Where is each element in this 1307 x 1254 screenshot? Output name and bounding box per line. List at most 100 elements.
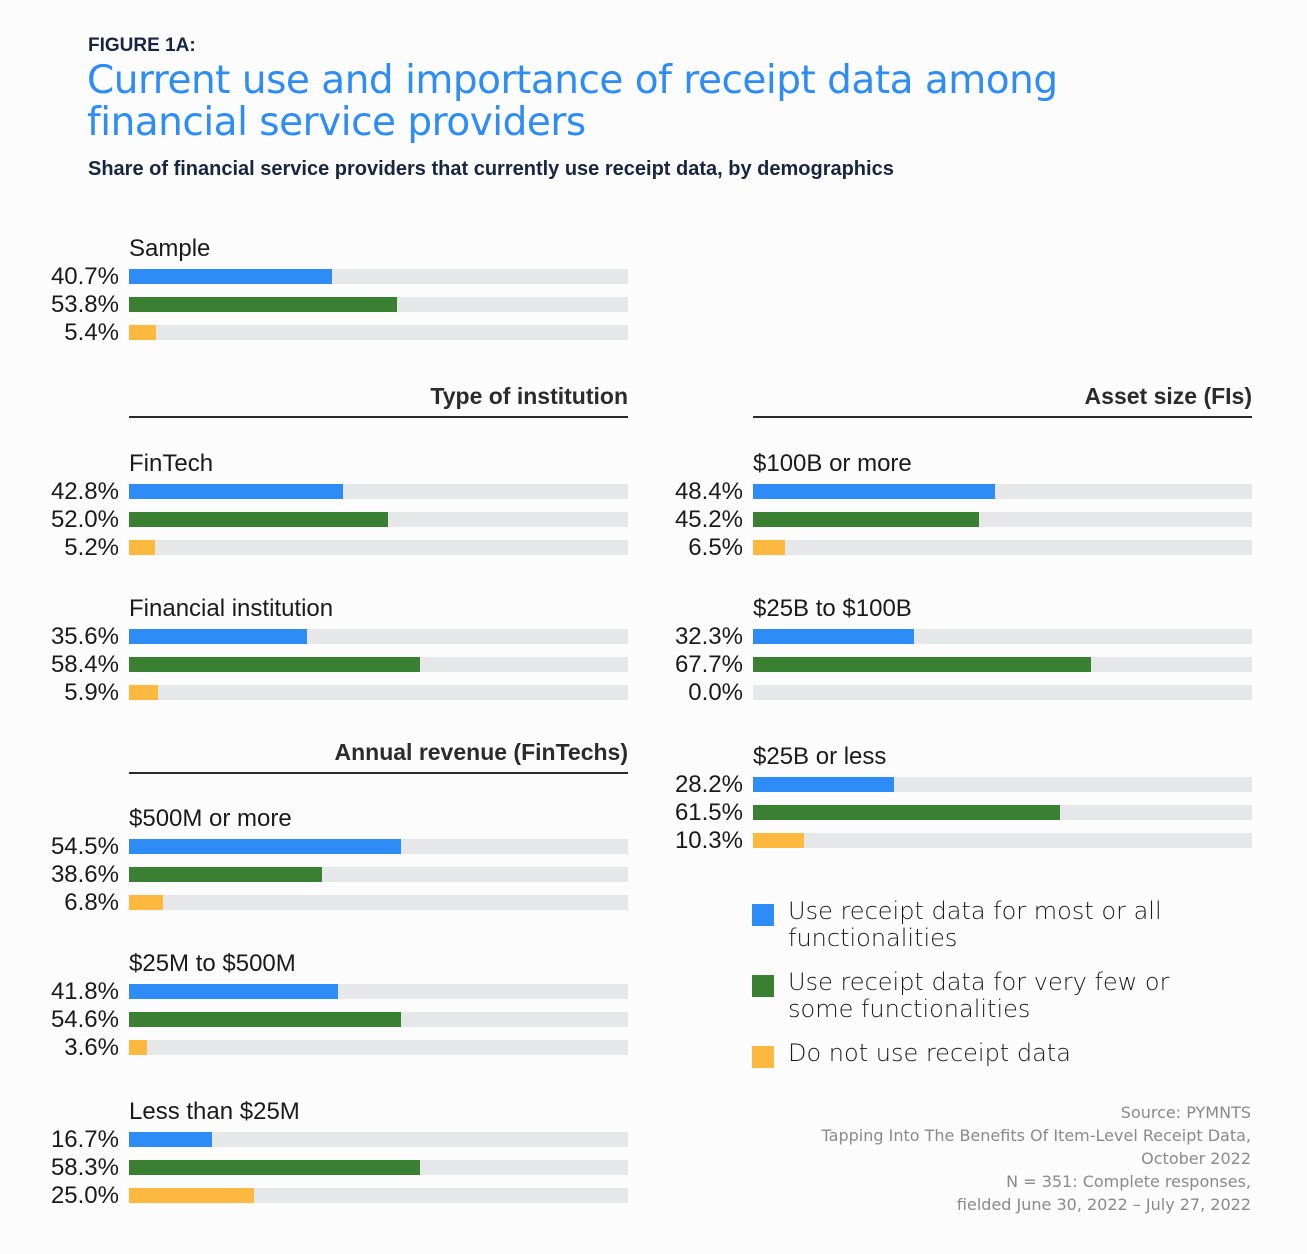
title-line-2: financial service providers [87, 102, 1058, 144]
bar-row: 25.0% [39, 1186, 659, 1206]
bar-row: 58.3% [39, 1158, 659, 1178]
data-label: 5.9% [39, 679, 119, 707]
bar-group: Financial institution 35.6% 58.4% 5.9% [39, 595, 659, 705]
bar-group: $100B or more 48.4% 45.2% 6.5% [663, 450, 1283, 560]
bar [129, 1012, 401, 1027]
figure-label: FIGURE 1A: [88, 35, 196, 57]
bar [753, 805, 1060, 820]
legend-swatch-yellow [752, 1046, 774, 1068]
source-line: Tapping Into The Benefits Of Item-Level … [822, 1124, 1251, 1147]
bar-row: 32.3% [663, 627, 1283, 647]
bar [129, 984, 338, 999]
bar-row: 52.0% [39, 510, 659, 530]
group-label: $500M or more [129, 805, 292, 833]
group-label: $25M to $500M [129, 950, 296, 978]
bar-row: 3.6% [39, 1038, 659, 1058]
bar [129, 895, 163, 910]
bar-track [129, 297, 628, 312]
legend-text: Do not use receipt data [788, 1040, 1232, 1067]
group-label: Sample [129, 235, 210, 263]
legend-text: functionalities [788, 925, 1232, 952]
source-line: fielded June 30, 2022 – July 27, 2022 [822, 1193, 1251, 1216]
data-label: 0.0% [663, 679, 743, 707]
data-label: 5.2% [39, 534, 119, 562]
bar-track [129, 839, 628, 854]
data-label: 41.8% [39, 978, 119, 1006]
bar-track [753, 484, 1252, 499]
bar-track [129, 540, 628, 555]
section-heading: Asset size (FIs) [1085, 383, 1252, 410]
bar-group: $25B or less 28.2% 61.5% 10.3% [663, 743, 1283, 853]
data-label: 32.3% [663, 623, 743, 651]
data-label: 54.6% [39, 1006, 119, 1034]
bar-group: Less than $25M 16.7% 58.3% 25.0% [39, 1098, 659, 1208]
bar [753, 629, 914, 644]
bar-track [129, 1132, 628, 1147]
section-heading: Type of institution [430, 383, 628, 410]
bar-track [753, 805, 1252, 820]
bar-track [129, 657, 628, 672]
bar [129, 629, 307, 644]
bar-row: 45.2% [663, 510, 1283, 530]
bar-row: 42.8% [39, 482, 659, 502]
bar-row: 10.3% [663, 831, 1283, 851]
bar-row: 54.6% [39, 1010, 659, 1030]
bar-track [129, 895, 628, 910]
data-label: 61.5% [663, 799, 743, 827]
group-label: FinTech [129, 450, 213, 478]
data-label: 28.2% [663, 771, 743, 799]
bar-row: 28.2% [663, 775, 1283, 795]
bar [129, 1188, 254, 1203]
bar-group: FinTech 42.8% 52.0% 5.2% [39, 450, 659, 560]
group-label: $100B or more [753, 450, 912, 478]
data-label: 45.2% [663, 506, 743, 534]
bar-track [753, 629, 1252, 644]
bar-row: 35.6% [39, 627, 659, 647]
bar-track [753, 512, 1252, 527]
legend: Use receipt data for most or all functio… [752, 898, 1232, 1084]
bar [129, 540, 155, 555]
data-label: 53.8% [39, 291, 119, 319]
bar [129, 512, 388, 527]
bar [129, 1040, 147, 1055]
bar-row: 53.8% [39, 295, 659, 315]
bar-track [129, 269, 628, 284]
section-type-of-institution: Type of institution [129, 386, 628, 418]
legend-item-most-or-all: Use receipt data for most or all functio… [752, 898, 1232, 952]
section-asset-size: Asset size (FIs) [753, 386, 1252, 418]
bar-track [129, 984, 628, 999]
data-label: 5.4% [39, 319, 119, 347]
bar [129, 297, 397, 312]
bar-group: Sample 40.7% 53.8% 5.4% [39, 235, 659, 345]
legend-text: Use receipt data for very few or [788, 969, 1232, 996]
bar-row: 0.0% [663, 683, 1283, 703]
group-label: $25B or less [753, 743, 886, 771]
legend-swatch-blue [752, 904, 774, 926]
group-label: $25B to $100B [753, 595, 912, 623]
bar-track [753, 685, 1252, 700]
data-label: 38.6% [39, 861, 119, 889]
bar-track [129, 685, 628, 700]
data-label: 48.4% [663, 478, 743, 506]
data-label: 35.6% [39, 623, 119, 651]
bar-row: 58.4% [39, 655, 659, 675]
bar [753, 512, 979, 527]
bar-row: 5.2% [39, 538, 659, 558]
source-line: Source: PYMNTS [822, 1101, 1251, 1124]
source-line: October 2022 [822, 1147, 1251, 1170]
legend-text: Use receipt data for most or all [788, 898, 1232, 925]
data-label: 6.5% [663, 534, 743, 562]
bar [129, 867, 322, 882]
bar [753, 484, 995, 499]
bar-row: 54.5% [39, 837, 659, 857]
bar-track [129, 512, 628, 527]
bar [753, 833, 804, 848]
legend-text: some functionalities [788, 996, 1232, 1023]
bar-track [753, 833, 1252, 848]
section-annual-revenue: Annual revenue (FinTechs) [129, 742, 628, 774]
chart-subtitle: Share of financial service providers tha… [88, 158, 894, 181]
data-label: 58.4% [39, 651, 119, 679]
data-label: 25.0% [39, 1182, 119, 1210]
bar [129, 484, 343, 499]
source-note: Source: PYMNTS Tapping Into The Benefits… [822, 1101, 1251, 1216]
